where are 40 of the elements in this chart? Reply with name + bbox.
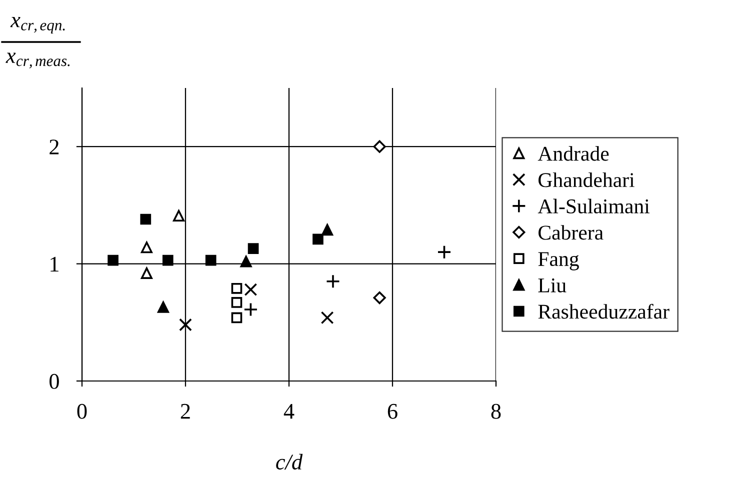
legend-label: Al-Sulaimani [538,198,650,214]
point [231,312,242,324]
point [248,243,259,254]
x-tick-label: 8 [491,404,501,419]
point [373,140,386,153]
legend-label: Ghandehari [538,172,634,188]
y-tick-label: 2 [50,140,59,154]
point [312,234,324,245]
x-axis-title: c/d [276,454,303,470]
point [173,210,185,222]
point [240,256,252,268]
point [140,242,152,254]
legend-label: Rasheeduzzafar [538,304,670,319]
point [108,254,118,266]
x-tick-label: 4 [284,404,294,419]
legend-label: Fang [538,252,579,270]
point [140,267,152,279]
y-tick-label: 1 [50,256,58,272]
point [231,282,242,294]
x-tick-label: 0 [77,404,87,419]
point [205,254,216,266]
point [162,254,174,266]
point [231,297,242,308]
x-tick-label: 6 [388,404,398,419]
legend-label: Andrade [538,146,609,161]
point [140,214,152,225]
text: x$_{cr,eqn.}$ x$_{cr,meas.}$ [6,16,70,68]
legend-label: Cabrera [538,225,604,240]
point [437,244,452,260]
point [179,318,192,332]
point [244,283,258,296]
y-tick-label: 0 [50,374,59,389]
point [244,302,258,317]
point [373,291,386,304]
point [157,301,170,313]
x-tick-label: 2 [180,404,190,419]
point [326,274,340,289]
legend-label: Liu [538,278,566,292]
point [322,224,334,236]
point [320,311,334,324]
